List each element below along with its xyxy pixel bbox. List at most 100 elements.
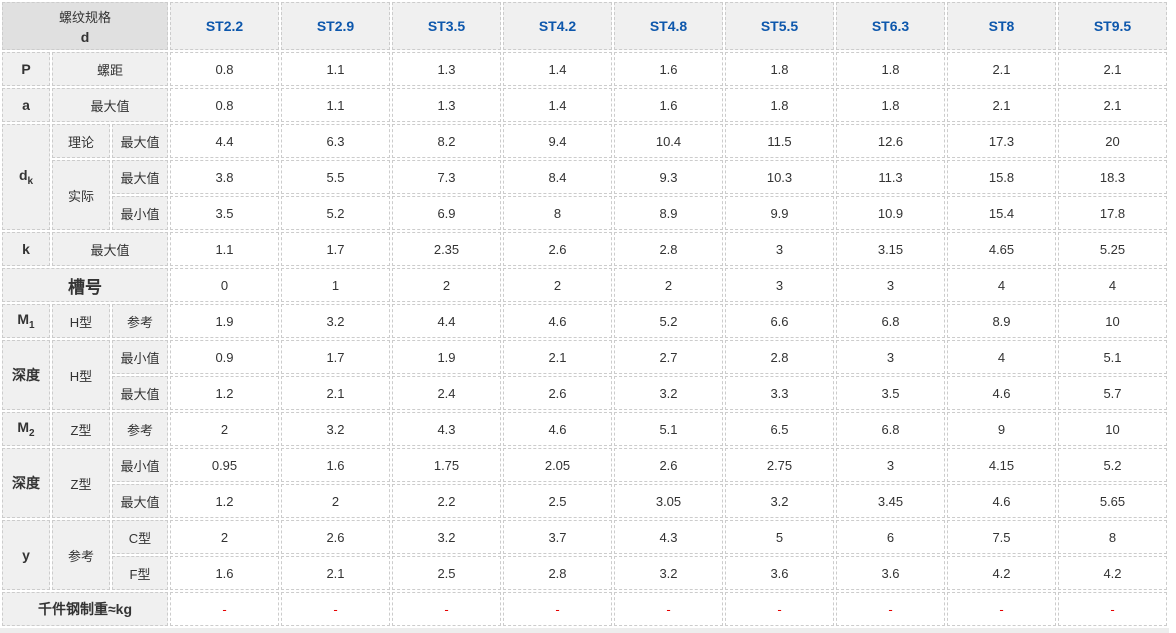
value-cell: 6 xyxy=(836,520,945,554)
corner-header-title: 螺纹规格 xyxy=(58,10,111,25)
value-cell: 2.8 xyxy=(614,232,723,266)
table-row: 深度 H型 最小值 0.9 1.7 1.9 2.1 2.7 2.8 3 4 5.1 xyxy=(2,340,1167,410)
value-cell: 9.4 xyxy=(503,124,612,158)
value-cell: 8.9 xyxy=(947,304,1056,338)
value-cell: 0.8 xyxy=(170,88,279,122)
column-header-st9-5: ST9.5 xyxy=(1058,2,1167,50)
value-cell: 17.3 xyxy=(947,124,1056,158)
table-row: y 参考 C型 2 2.6 3.2 3.7 4.3 5 6 7.5 8 xyxy=(2,520,1167,590)
value-cell: 2.4 xyxy=(392,376,501,410)
value-cell: 2 xyxy=(503,268,612,302)
column-header-st8: ST8 xyxy=(947,2,1056,50)
value-cell: 2.35 xyxy=(392,232,501,266)
row-sublabel-z-type: Z型 xyxy=(52,448,110,518)
column-header-st6-3: ST6.3 xyxy=(836,2,945,50)
value-cell: 4.2 xyxy=(1058,556,1167,590)
value-cell: 6.3 xyxy=(281,124,390,158)
value-cell: 3.7 xyxy=(503,520,612,554)
row-label-text: d xyxy=(18,167,28,184)
value-cell: 3 xyxy=(725,232,834,266)
row-label-depth: 深度 xyxy=(2,448,50,518)
value-cell: 1.75 xyxy=(392,448,501,482)
value-cell: 10.3 xyxy=(725,160,834,194)
value-cell: - xyxy=(503,592,612,626)
value-cell: 5.1 xyxy=(614,412,723,446)
column-header-st4-2: ST4.2 xyxy=(503,2,612,50)
value-cell: 1.6 xyxy=(281,448,390,482)
value-cell: 2 xyxy=(392,268,501,302)
row-label-text: a xyxy=(22,97,30,113)
column-header-st2-2: ST2.2 xyxy=(170,2,279,50)
value-cell: 3.2 xyxy=(281,412,390,446)
value-cell: 2.1 xyxy=(503,340,612,374)
value-cell: 5.1 xyxy=(1058,340,1167,374)
value-cell: 1.6 xyxy=(170,556,279,590)
row-label-steel-weight-per-thousand: 千件钢制重≈kg xyxy=(2,592,168,626)
value-cell: 5.25 xyxy=(1058,232,1167,266)
row-label-depth: 深度 xyxy=(2,340,50,410)
row-label-subscript: 1 xyxy=(29,319,35,331)
value-cell: 1.9 xyxy=(170,304,279,338)
row-sublabel-min: 最小值 xyxy=(112,340,168,374)
table-row: a 最大值 0.8 1.1 1.3 1.4 1.6 1.8 1.8 2.1 2.1 xyxy=(2,88,1167,122)
value-cell: 12.6 xyxy=(836,124,945,158)
value-cell: 4.6 xyxy=(947,484,1056,518)
value-cell: 4.3 xyxy=(392,412,501,446)
row-label-m2: M2 xyxy=(2,412,50,446)
table-row: 深度 Z型 最小值 0.95 1.6 1.75 2.05 2.6 2.75 3 4.15 5.2 xyxy=(2,448,1167,518)
value-cell: 1.3 xyxy=(392,88,501,122)
value-cell: 1.1 xyxy=(281,52,390,86)
value-cell: 5.2 xyxy=(614,304,723,338)
row-label-text: M xyxy=(17,419,30,436)
row-label-dk: dk xyxy=(2,124,50,230)
value-cell: 6.6 xyxy=(725,304,834,338)
corner-header-symbol: d xyxy=(80,29,90,45)
value-cell: 10 xyxy=(1058,304,1167,338)
value-cell: 4 xyxy=(1058,268,1167,302)
value-cell: 10.4 xyxy=(614,124,723,158)
value-cell: 2.6 xyxy=(503,376,612,410)
value-cell: 2.75 xyxy=(725,448,834,482)
value-cell: 2.5 xyxy=(503,484,612,518)
value-cell: - xyxy=(1058,592,1167,626)
value-cell: 4.3 xyxy=(614,520,723,554)
table-row: 最大值 1.2 2.1 2.4 2.6 3.2 3.3 3.5 4.6 5.7 xyxy=(2,376,1167,410)
value-cell: 3.2 xyxy=(725,484,834,518)
value-cell: - xyxy=(725,592,834,626)
value-cell: 2.5 xyxy=(392,556,501,590)
value-cell: 2.1 xyxy=(1058,88,1167,122)
value-cell: - xyxy=(947,592,1056,626)
value-cell: 0 xyxy=(170,268,279,302)
thread-spec-corner-header: 螺纹规格 d xyxy=(2,2,168,50)
value-cell: 1.7 xyxy=(281,340,390,374)
value-cell: 6.8 xyxy=(836,304,945,338)
value-cell: 1 xyxy=(281,268,390,302)
value-cell: 2.8 xyxy=(503,556,612,590)
value-cell: 2.8 xyxy=(725,340,834,374)
value-cell: 8 xyxy=(1058,520,1167,554)
value-cell: 4.6 xyxy=(503,412,612,446)
value-cell: 5.2 xyxy=(1058,448,1167,482)
row-sublabel-h-type: H型 xyxy=(52,304,110,338)
value-cell: 4.2 xyxy=(947,556,1056,590)
table-row: P 螺距 0.8 1.1 1.3 1.4 1.6 1.8 1.8 2.1 2.1 xyxy=(2,52,1167,86)
value-cell: 1.8 xyxy=(836,52,945,86)
value-cell: 2.7 xyxy=(614,340,723,374)
value-cell: 2.05 xyxy=(503,448,612,482)
value-cell: 1.9 xyxy=(392,340,501,374)
row-label-slot-number: 槽号 xyxy=(2,268,168,302)
value-cell: 4 xyxy=(947,340,1056,374)
value-cell: 3 xyxy=(725,268,834,302)
value-cell: 0.8 xyxy=(170,52,279,86)
value-cell: 6.5 xyxy=(725,412,834,446)
value-cell: 3.15 xyxy=(836,232,945,266)
value-cell: 1.3 xyxy=(392,52,501,86)
value-cell: 1.4 xyxy=(503,88,612,122)
value-cell: 4 xyxy=(947,268,1056,302)
value-cell: 3.5 xyxy=(170,196,279,230)
column-header-st3-5: ST3.5 xyxy=(392,2,501,50)
value-cell: 5 xyxy=(725,520,834,554)
value-cell: 15.8 xyxy=(947,160,1056,194)
column-header-st4-8: ST4.8 xyxy=(614,2,723,50)
